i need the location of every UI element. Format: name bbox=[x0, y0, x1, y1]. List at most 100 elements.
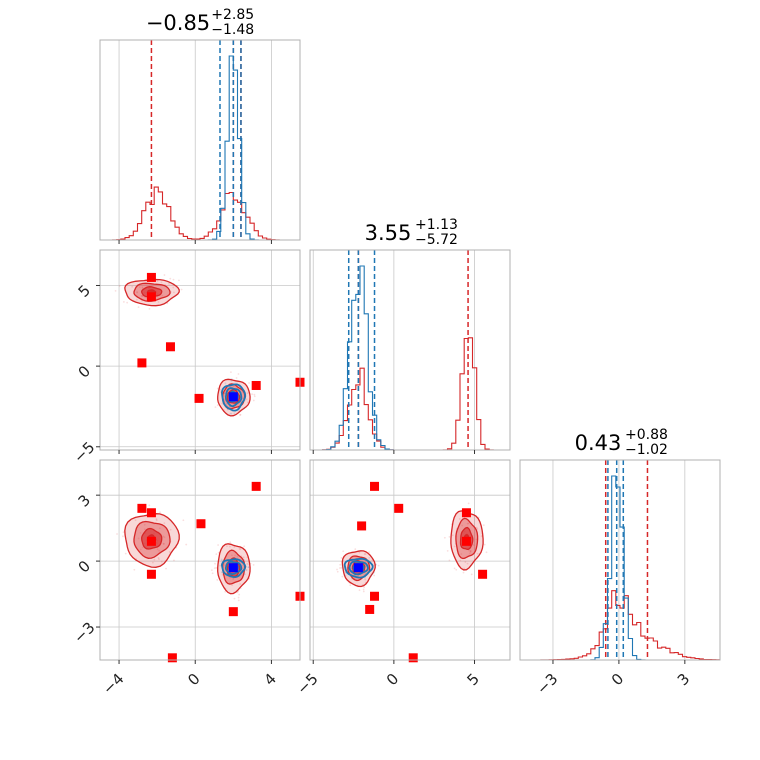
sample-point bbox=[156, 280, 159, 283]
sample-point bbox=[253, 393, 256, 396]
sample-point bbox=[251, 393, 254, 396]
contour-series-1 bbox=[220, 558, 247, 579]
sample-point bbox=[161, 294, 164, 297]
sample-point bbox=[182, 519, 185, 522]
sample-point bbox=[340, 556, 343, 559]
sample-point bbox=[169, 528, 172, 531]
sample-point bbox=[448, 559, 451, 562]
sample-point bbox=[217, 551, 220, 554]
sample-point bbox=[235, 377, 238, 379]
sample-point bbox=[482, 524, 485, 527]
sample-point bbox=[241, 397, 244, 400]
sample-point bbox=[148, 307, 151, 310]
marker-point bbox=[137, 358, 147, 368]
sample-point bbox=[373, 574, 376, 577]
y-tick-label: 3 bbox=[75, 491, 94, 510]
panel-frame bbox=[519, 459, 721, 661]
sample-point bbox=[140, 294, 143, 297]
sample-point bbox=[350, 577, 353, 580]
sample-point bbox=[126, 301, 129, 304]
sample-point bbox=[344, 574, 347, 577]
sample-point bbox=[363, 553, 366, 555]
marker-point bbox=[461, 508, 471, 518]
sample-point bbox=[156, 548, 159, 551]
sample-point bbox=[468, 549, 470, 552]
x-tick-label: 4 bbox=[260, 670, 279, 689]
y-tick-label: 0 bbox=[75, 557, 94, 576]
sample-point bbox=[463, 567, 466, 570]
sample-point bbox=[239, 548, 242, 550]
sample-point bbox=[133, 568, 136, 571]
sample-point bbox=[229, 541, 232, 544]
sample-point bbox=[362, 590, 365, 593]
marker-point bbox=[408, 653, 418, 663]
sample-point bbox=[371, 573, 374, 576]
sample-point bbox=[476, 528, 479, 530]
marker-point bbox=[370, 591, 380, 601]
param-title-0: −0.85 bbox=[146, 11, 210, 35]
sample-point bbox=[159, 511, 161, 514]
sample-point bbox=[214, 406, 217, 409]
marker-point bbox=[478, 569, 488, 579]
sample-point bbox=[350, 567, 352, 570]
sample-point bbox=[148, 504, 151, 507]
sample-point bbox=[451, 534, 454, 537]
sample-point bbox=[169, 277, 172, 280]
sample-point bbox=[469, 550, 472, 552]
y-tick-label: −5 bbox=[70, 438, 98, 466]
marker-point bbox=[251, 380, 261, 390]
sample-point bbox=[221, 571, 223, 573]
sample-point bbox=[141, 546, 144, 549]
sample-point bbox=[350, 567, 352, 570]
sample-point bbox=[153, 558, 156, 561]
sample-point bbox=[180, 288, 183, 291]
marker-point bbox=[146, 292, 156, 302]
x-tick-label: −5 bbox=[293, 670, 321, 698]
sample-point bbox=[461, 524, 464, 527]
sample-point bbox=[241, 391, 244, 393]
sample-point bbox=[336, 570, 339, 573]
sample-point bbox=[168, 282, 170, 285]
sample-point bbox=[252, 399, 255, 402]
sample-point bbox=[475, 526, 478, 529]
sample-point bbox=[219, 564, 222, 567]
sample-point bbox=[346, 566, 349, 569]
sample-point bbox=[455, 568, 458, 571]
sample-point bbox=[243, 573, 246, 576]
contour-series-1 bbox=[225, 387, 243, 407]
marker-point bbox=[228, 563, 238, 573]
sample-point bbox=[355, 578, 358, 581]
sample-point bbox=[155, 518, 158, 520]
sample-point bbox=[141, 295, 144, 297]
sample-point bbox=[210, 569, 213, 572]
sample-point bbox=[137, 306, 140, 309]
sample-point bbox=[227, 393, 229, 396]
diag-panel-0 bbox=[100, 40, 300, 240]
sample-point bbox=[246, 401, 249, 404]
param-title-lower-0: −1.48 bbox=[211, 22, 254, 38]
sample-point bbox=[233, 597, 236, 600]
sample-point bbox=[151, 561, 154, 564]
marker-point bbox=[146, 272, 156, 282]
sample-point bbox=[162, 543, 165, 545]
param-title-upper-1: +1.13 bbox=[415, 217, 458, 233]
sample-point bbox=[224, 564, 226, 566]
sample-point bbox=[229, 371, 232, 374]
sample-point bbox=[237, 599, 240, 602]
sample-point bbox=[483, 543, 486, 546]
marker-point bbox=[370, 481, 380, 491]
sample-point bbox=[168, 551, 171, 553]
sample-point bbox=[163, 522, 166, 525]
sample-point bbox=[121, 535, 124, 538]
sample-point bbox=[340, 566, 343, 569]
param-title-upper-0: +2.85 bbox=[211, 7, 254, 23]
sample-point bbox=[239, 583, 242, 585]
sample-point bbox=[229, 576, 231, 579]
sample-point bbox=[138, 286, 141, 289]
panel-frame bbox=[99, 459, 301, 661]
sample-point bbox=[341, 567, 344, 569]
sample-point bbox=[224, 590, 227, 593]
sample-point bbox=[373, 571, 376, 574]
marker-point bbox=[394, 503, 404, 513]
sample-point bbox=[248, 382, 250, 384]
